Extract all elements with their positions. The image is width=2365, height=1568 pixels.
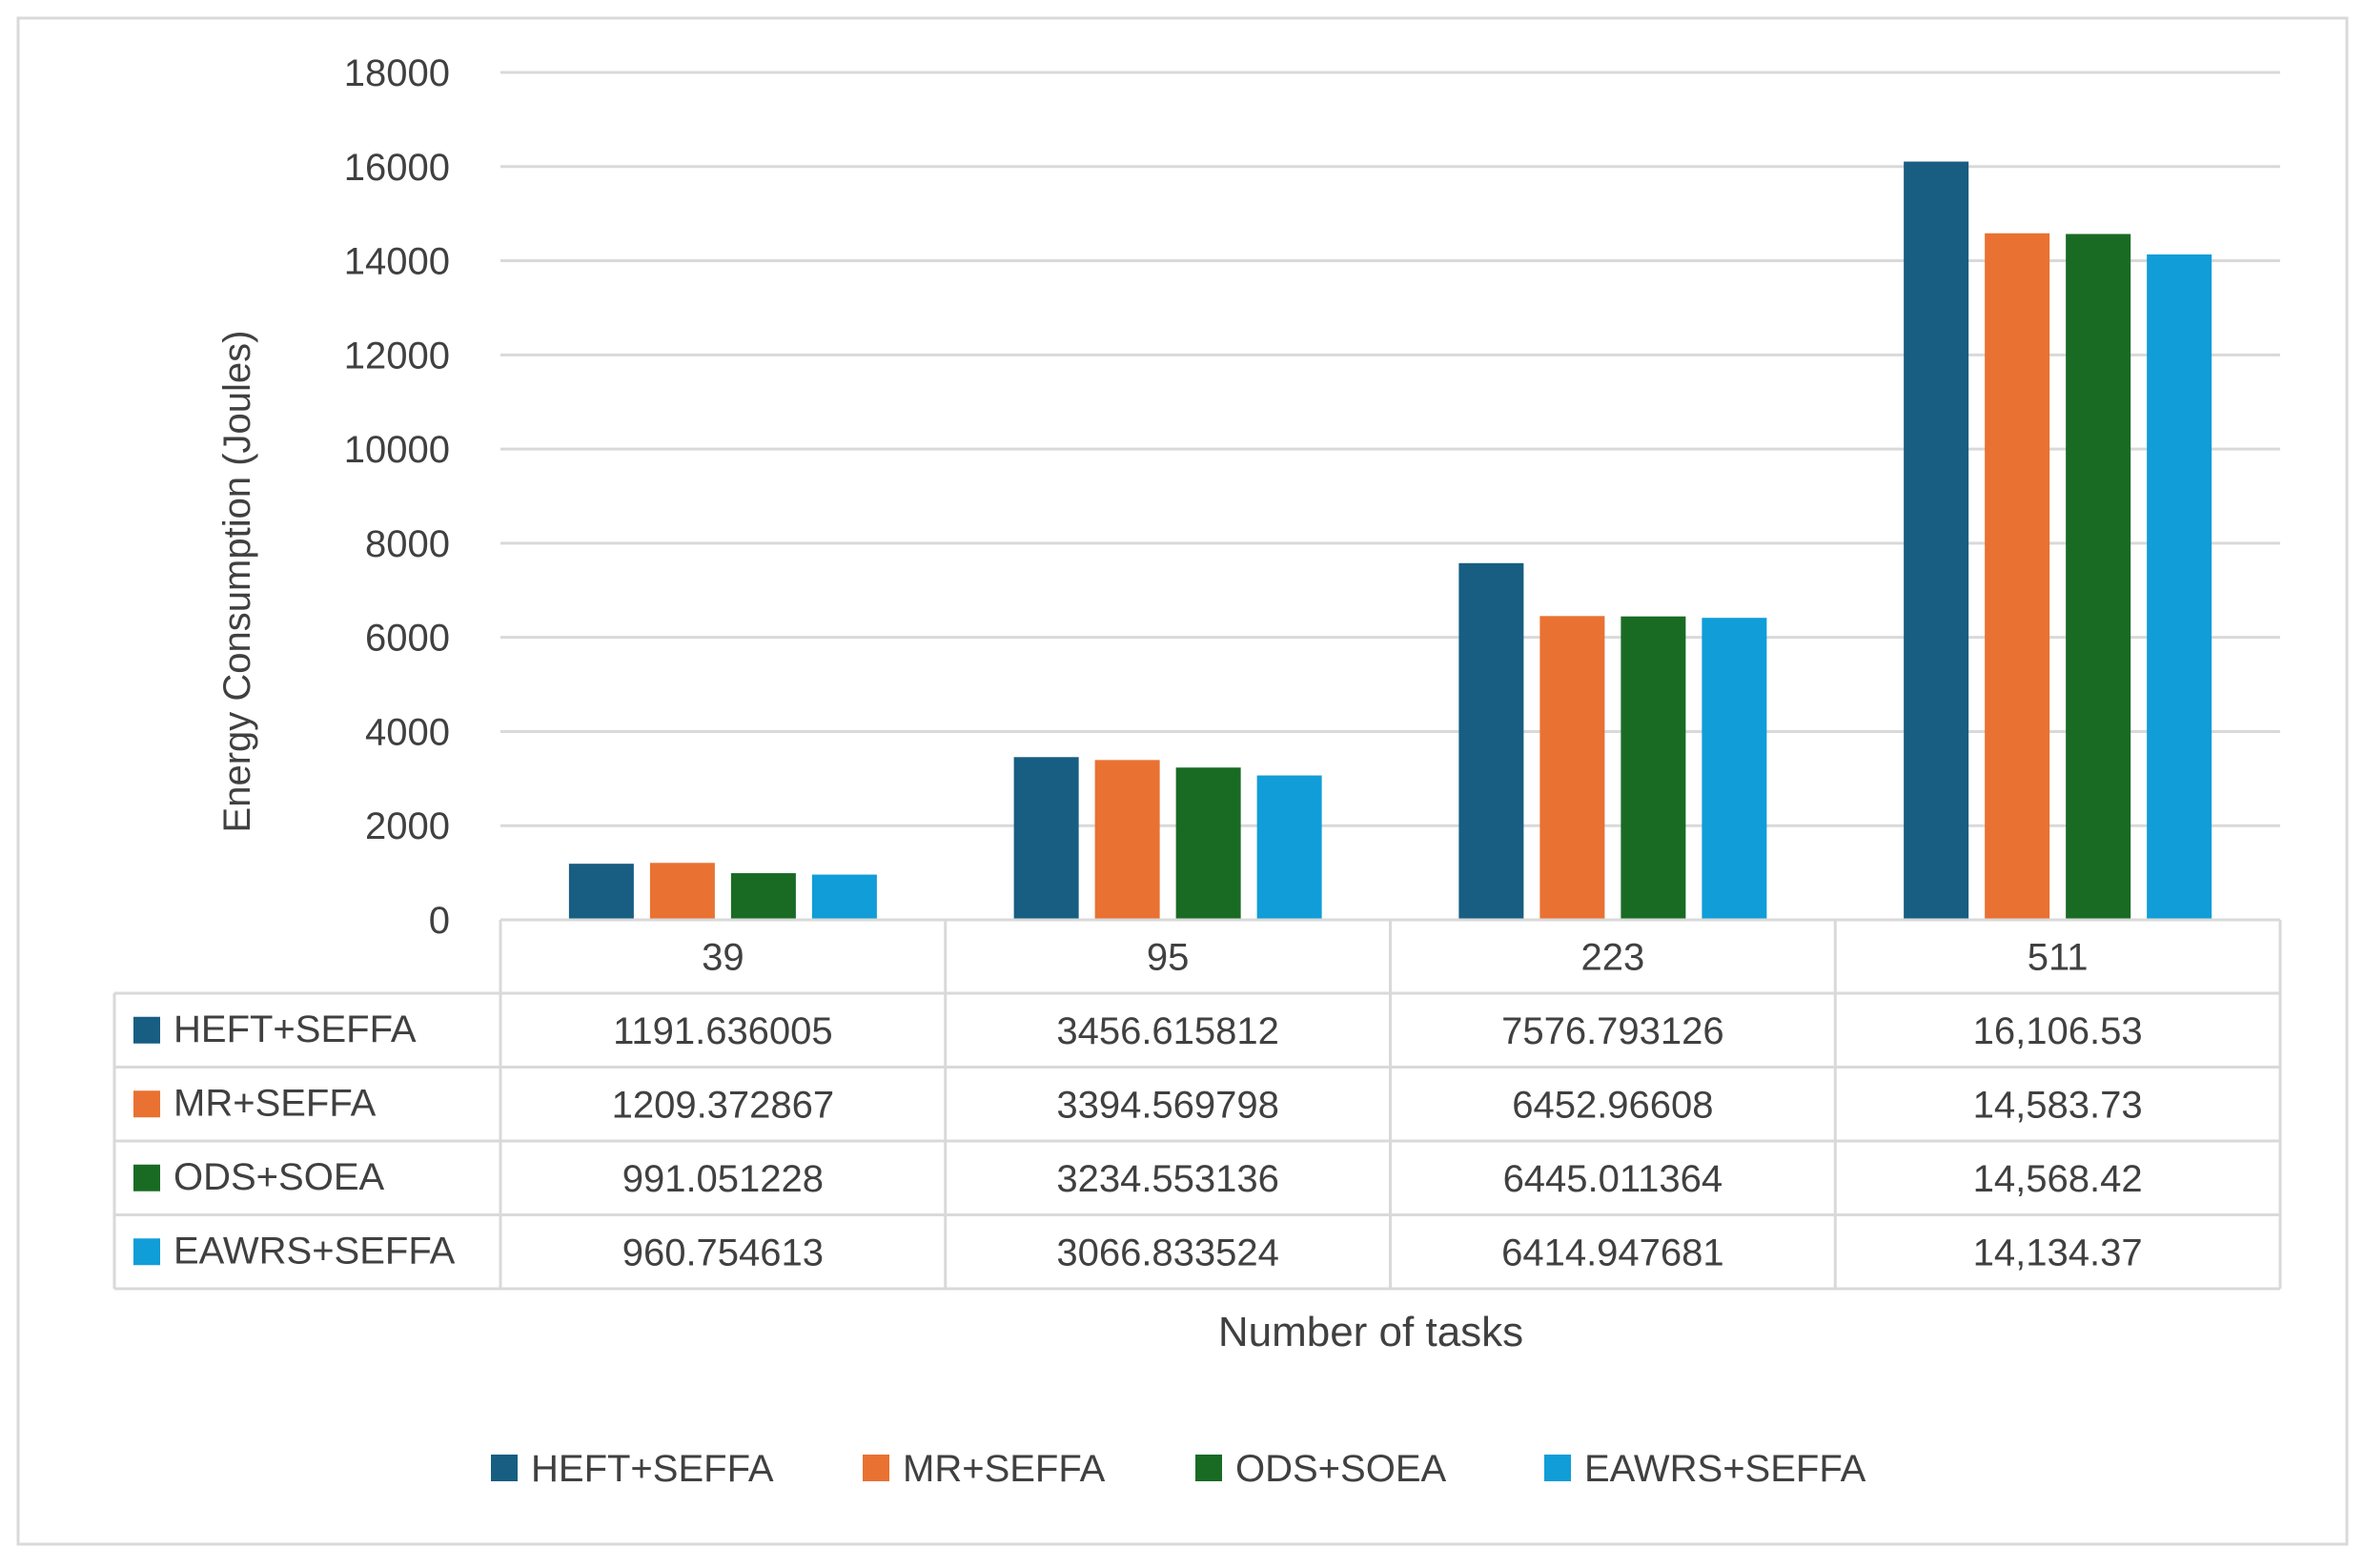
bar-ods-soea-223 (1621, 616, 1686, 920)
table-key-ods-soea (133, 1164, 160, 1191)
table-cell-ods-soea-511: 14,568.42 (1973, 1158, 2143, 1200)
y-tick-label-5: 10000 (344, 429, 450, 471)
table-key-mr-seffa (133, 1090, 160, 1118)
bar-eawrs-seffa-95 (1256, 775, 1322, 920)
table-cell-heft-seffa-95: 3456.615812 (1056, 1010, 1279, 1052)
table-cell-ods-soea-223: 6445.011364 (1503, 1158, 1723, 1200)
legend-swatch-ods-soea (1195, 1455, 1222, 1481)
bar-mr-seffa-511 (1985, 233, 2050, 921)
y-tick-label-0: 0 (429, 900, 450, 942)
table-cell-eawrs-seffa-95: 3066.833524 (1056, 1232, 1279, 1273)
y-tick-label-3: 6000 (365, 618, 450, 660)
table-cell-mr-seffa-95: 3394.569798 (1056, 1084, 1279, 1126)
legend-label-eawrs-seffa: EAWRS+SEFFA (1584, 1448, 1866, 1490)
table-cell-eawrs-seffa-511: 14,134.37 (1973, 1232, 2143, 1273)
table-cell-ods-soea-39: 991.051228 (622, 1158, 824, 1200)
y-tick-label-7: 14000 (344, 241, 450, 283)
bar-mr-seffa-223 (1539, 616, 1605, 920)
table-cell-mr-seffa-39: 1209.372867 (612, 1084, 835, 1126)
table-cell-eawrs-seffa-223: 6414.947681 (1501, 1232, 1724, 1273)
legend-swatch-eawrs-seffa (1544, 1455, 1571, 1481)
y-tick-label-4: 8000 (365, 523, 450, 565)
table-cell-ods-soea-95: 3234.553136 (1056, 1158, 1279, 1200)
bar-ods-soea-511 (2066, 234, 2131, 920)
table-cell-heft-seffa-39: 1191.636005 (613, 1010, 833, 1052)
data-table: 39 95 223 511 HEFT+SEFFA 1191.636005 3456.6158… (112, 918, 2282, 1291)
bar-mr-seffa-39 (649, 863, 715, 920)
gridlines (500, 71, 2280, 827)
y-tick-label-8: 16000 (344, 147, 450, 189)
x-category-label-223: 223 (1581, 937, 1645, 979)
bar-mr-seffa-95 (1094, 760, 1160, 920)
bar-heft-seffa-511 (1904, 161, 1969, 921)
bar-ods-soea-39 (730, 873, 796, 920)
y-axis-title: Energy Consumption (Joules) (216, 331, 258, 833)
bar-eawrs-seffa-223 (1702, 618, 1767, 920)
table-row-label-heft-seffa: HEFT+SEFFA (173, 1008, 417, 1050)
table-key-heft-seffa (133, 1016, 160, 1044)
legend-label-heft-seffa: HEFT+SEFFA (531, 1448, 774, 1490)
y-tick-label-6: 12000 (344, 335, 450, 377)
table-cell-heft-seffa-223: 7576.793126 (1501, 1010, 1724, 1052)
x-category-label-39: 39 (702, 937, 744, 979)
x-category-label-511: 511 (2028, 937, 2089, 979)
legend-swatch-mr-seffa (863, 1455, 889, 1481)
y-tick-label-2: 4000 (365, 711, 450, 753)
y-tick-label-9: 18000 (344, 52, 450, 94)
legend: HEFT+SEFFA MR+SEFFA ODS+SOEA EAWRS+SEFFA (491, 1448, 1866, 1490)
table-row-label-ods-soea: ODS+SOEA (173, 1156, 385, 1198)
table-key-eawrs-seffa (133, 1238, 160, 1266)
legend-label-ods-soea: ODS+SOEA (1235, 1448, 1447, 1490)
legend-swatch-heft-seffa (491, 1455, 518, 1481)
bar-eawrs-seffa-39 (811, 874, 877, 920)
table-row-label-mr-seffa: MR+SEFFA (173, 1082, 377, 1124)
legend-label-mr-seffa: MR+SEFFA (903, 1448, 1106, 1490)
bar-eawrs-seffa-511 (2147, 254, 2212, 920)
x-axis-title: Number of tasks (1218, 1309, 1523, 1355)
bars (568, 161, 2212, 921)
y-tick-label-1: 2000 (365, 805, 450, 847)
bar-heft-seffa-39 (568, 864, 634, 920)
table-cell-mr-seffa-223: 6452.96608 (1512, 1084, 1713, 1126)
table-cell-mr-seffa-511: 14,583.73 (1973, 1084, 2143, 1126)
table-row-label-eawrs-seffa: EAWRS+SEFFA (173, 1230, 456, 1272)
bar-heft-seffa-223 (1458, 562, 1524, 920)
x-category-label-95: 95 (1147, 937, 1190, 979)
y-axis-ticks: 0 2000 4000 6000 8000 10000 12000 14000 16000 180… (344, 52, 450, 942)
bar-heft-seffa-95 (1013, 757, 1079, 920)
table-cell-eawrs-seffa-39: 960.754613 (622, 1232, 824, 1273)
table-cell-heft-seffa-511: 16,106.53 (1973, 1010, 2143, 1052)
bar-ods-soea-95 (1175, 767, 1241, 920)
